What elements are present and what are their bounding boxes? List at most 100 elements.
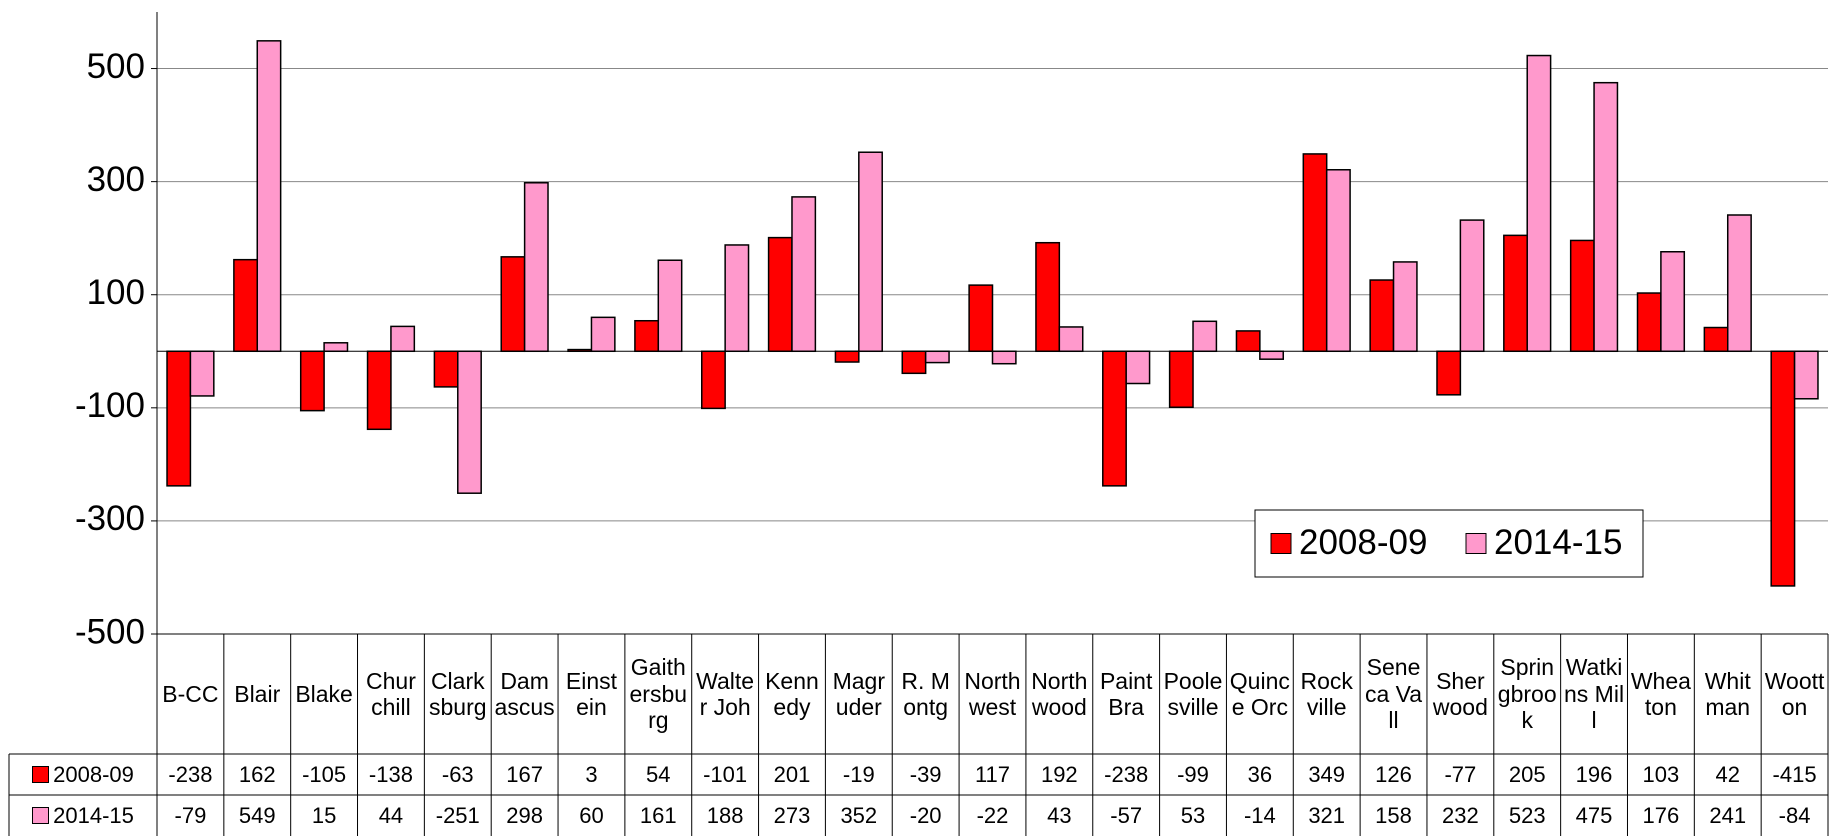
- category-label-text: Northwood: [1031, 667, 1088, 720]
- bar: [1593, 81, 1619, 353]
- bar: [1392, 261, 1418, 353]
- bar: [834, 350, 860, 363]
- table-value-text: -22: [976, 802, 1009, 828]
- category-label-text: Sherwood: [1432, 667, 1488, 720]
- category-label-text: Springbrook: [1497, 654, 1557, 734]
- table-value-text: 43: [1047, 802, 1072, 828]
- bar: [1770, 350, 1796, 587]
- table-value: 44: [358, 795, 425, 836]
- table-value-text: -84: [1778, 802, 1811, 828]
- table-value-text: -14: [1243, 802, 1276, 828]
- bar: [166, 350, 192, 487]
- table-value-text: -19: [842, 761, 875, 787]
- category-label-text: Northwest: [964, 667, 1021, 720]
- bar: [366, 350, 392, 431]
- category-label: Walter Joh: [692, 634, 759, 754]
- bar: [901, 350, 927, 375]
- table-value-text: -79: [174, 802, 207, 828]
- table-value: -19: [825, 754, 892, 795]
- table-value-text: 126: [1375, 761, 1412, 787]
- bar: [1569, 239, 1595, 353]
- table-value-text: 241: [1709, 802, 1747, 828]
- bar: [233, 258, 259, 353]
- category-label: Whitman: [1694, 634, 1761, 754]
- bar: [991, 350, 1017, 365]
- table-value-text: 161: [639, 802, 677, 828]
- table-value: 232: [1427, 795, 1494, 836]
- table-value-text: 53: [1180, 802, 1206, 828]
- category-label: Springbrook: [1494, 634, 1561, 754]
- table-value: 201: [759, 754, 826, 795]
- table-value: 352: [825, 795, 892, 836]
- table-series-name-text: 2014-15: [53, 802, 134, 828]
- table-value: 103: [1627, 754, 1694, 795]
- table-value: 126: [1360, 754, 1427, 795]
- category-label: Northwood: [1026, 634, 1093, 754]
- bar: [1436, 350, 1462, 396]
- table-value: 188: [692, 795, 759, 836]
- category-label-text: Gaithersburg: [629, 654, 688, 734]
- table-value: 158: [1360, 795, 1427, 836]
- legend-swatch: [32, 807, 50, 824]
- y-tick-label: -500: [75, 612, 145, 651]
- legend-swatch: [1270, 533, 1292, 554]
- table-value: 205: [1494, 754, 1561, 795]
- bar: [523, 182, 549, 353]
- table-value-text: -105: [302, 761, 347, 787]
- category-label-text: Damascus: [494, 667, 555, 720]
- bar: [1192, 320, 1218, 353]
- table-value: -63: [424, 754, 491, 795]
- table-value-text: 232: [1442, 802, 1479, 828]
- category-label: Churchill: [358, 634, 425, 754]
- bar: [767, 236, 793, 353]
- category-label: Rockville: [1293, 634, 1360, 754]
- category-label: Quince Orc: [1226, 634, 1293, 754]
- category-label-text: Clarksburg: [429, 667, 487, 720]
- bar: [791, 196, 817, 353]
- table-value-text: -138: [368, 761, 413, 787]
- table-value-text: -57: [1110, 802, 1143, 828]
- category-label: Kennedy: [759, 634, 826, 754]
- category-label: Watkins Mill: [1561, 634, 1628, 754]
- category-label: Damascus: [491, 634, 558, 754]
- bar: [924, 350, 950, 364]
- table-value-text: 196: [1575, 761, 1613, 787]
- y-tick-label: 100: [87, 273, 145, 312]
- table-value: -105: [291, 754, 358, 795]
- table-value-text: 103: [1642, 761, 1680, 787]
- table-value-text: -101: [703, 761, 748, 787]
- category-label-text: B-CC: [162, 680, 219, 707]
- table-value: 241: [1694, 795, 1761, 836]
- table-value-text: 36: [1247, 761, 1273, 787]
- table-value: -22: [959, 795, 1026, 836]
- table-value: -57: [1093, 795, 1160, 836]
- table-value-text: 188: [706, 802, 744, 828]
- table-value-text: -39: [909, 761, 942, 787]
- legend-swatch: [1465, 533, 1487, 554]
- table-value: -101: [692, 754, 759, 795]
- category-label: Wheaton: [1627, 634, 1694, 754]
- table-value: -39: [892, 754, 959, 795]
- table-value-text: 44: [378, 802, 404, 828]
- table-value: 53: [1160, 795, 1227, 836]
- category-label-text: Blair: [234, 680, 281, 707]
- category-label-text: R. Montg: [901, 667, 950, 720]
- table-value: 321: [1293, 795, 1360, 836]
- table-value: 523: [1494, 795, 1561, 836]
- bar: [1660, 251, 1686, 353]
- table-value: -415: [1761, 754, 1828, 795]
- bar: [1058, 326, 1084, 353]
- bar: [1168, 350, 1194, 409]
- bar: [323, 342, 349, 353]
- category-label-text: Walter Joh: [696, 667, 755, 720]
- table-value: 273: [759, 795, 826, 836]
- bar: [1369, 279, 1395, 353]
- bar: [858, 151, 883, 353]
- table-value-text: 158: [1375, 802, 1412, 828]
- table-value-text: 117: [974, 761, 1011, 787]
- bar: [1459, 219, 1485, 353]
- category-label: Blake: [291, 634, 358, 754]
- table-value: -251: [424, 795, 491, 836]
- bar: [724, 244, 750, 353]
